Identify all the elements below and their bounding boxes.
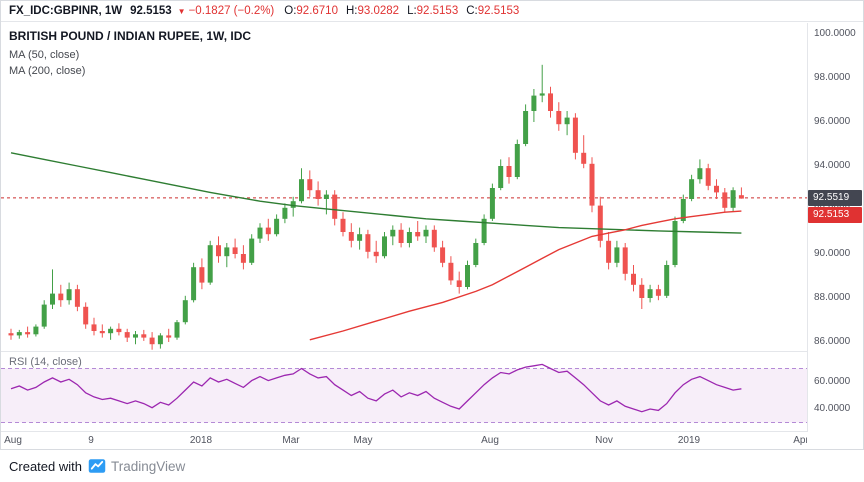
time-tick: Aug <box>481 435 499 446</box>
candlestick-svg[interactable] <box>1 23 807 351</box>
time-tick: May <box>353 435 373 446</box>
price-tick: 100.0000 <box>814 28 856 39</box>
attribution-footer: Created with TradingView <box>0 450 864 482</box>
rsi-legend[interactable]: RSI (14, close) <box>9 356 82 368</box>
change-value: −0.1827 (−0.2%) <box>188 5 275 17</box>
high-label: H: <box>345 5 358 17</box>
tradingview-wordmark[interactable]: TradingView <box>110 458 186 474</box>
low-label: L: <box>407 5 417 17</box>
time-tick: 2019 <box>677 435 701 446</box>
close-label: C: <box>466 5 478 17</box>
time-tick: 2018 <box>189 435 213 446</box>
time-tick: 9 <box>88 435 94 446</box>
created-with-label: Created with <box>9 458 82 474</box>
ohlc-low: L:92.5153 <box>407 5 458 17</box>
time-axis[interactable]: Aug 9 2018 Mar May Aug Nov 2019 Apr <box>1 432 807 449</box>
time-tick: Nov <box>595 435 613 446</box>
chart-widget: FX_IDC:GBPINR, 1W 92.5153 ▼ −0.1827 (−0.… <box>0 0 864 450</box>
time-tick: Mar <box>282 435 300 446</box>
symbol-title[interactable]: FX_IDC:GBPINR, 1W <box>9 5 123 17</box>
price-tick: 96.0000 <box>814 116 851 127</box>
open-label: O: <box>284 5 297 17</box>
tradingview-logo-icon <box>88 459 106 473</box>
price-tick: 90.0000 <box>814 248 851 259</box>
last-price-tag: 92.5153 <box>808 206 862 223</box>
last-price: 92.5153 <box>130 5 172 17</box>
price-tick: 88.0000 <box>814 292 851 303</box>
ohlc-open: O:92.6710 <box>284 5 338 17</box>
price-tick: 94.0000 <box>814 160 851 171</box>
rsi-svg[interactable] <box>1 352 807 431</box>
time-tick: Aug <box>4 435 22 446</box>
low-value: 92.5153 <box>416 5 459 17</box>
high-value: 93.0282 <box>357 5 400 17</box>
ohlc-high: H:93.0282 <box>346 5 399 17</box>
rsi-pane[interactable]: RSI (14, close) <box>1 352 807 432</box>
rsi-tick: 60.0000 <box>814 376 851 387</box>
ohlc-close: C:92.5153 <box>466 5 519 17</box>
main-price-pane[interactable]: BRITISH POUND / INDIAN RUPEE, 1W, IDC MA… <box>1 23 807 352</box>
close-value: 92.5153 <box>477 5 520 17</box>
chart-toolbar: FX_IDC:GBPINR, 1W 92.5153 ▼ −0.1827 (−0.… <box>1 1 863 22</box>
time-tick: Apr <box>793 435 807 446</box>
prev-close-price-tag: 92.5519 <box>808 189 862 206</box>
price-axis[interactable]: 100.000098.000096.000094.000092.000090.0… <box>807 23 862 432</box>
price-tick: 86.0000 <box>814 336 851 347</box>
rsi-tick: 40.0000 <box>814 403 851 414</box>
down-triangle-icon: ▼ <box>177 6 186 16</box>
open-value: 92.6710 <box>296 5 338 17</box>
price-tick: 98.0000 <box>814 72 851 83</box>
